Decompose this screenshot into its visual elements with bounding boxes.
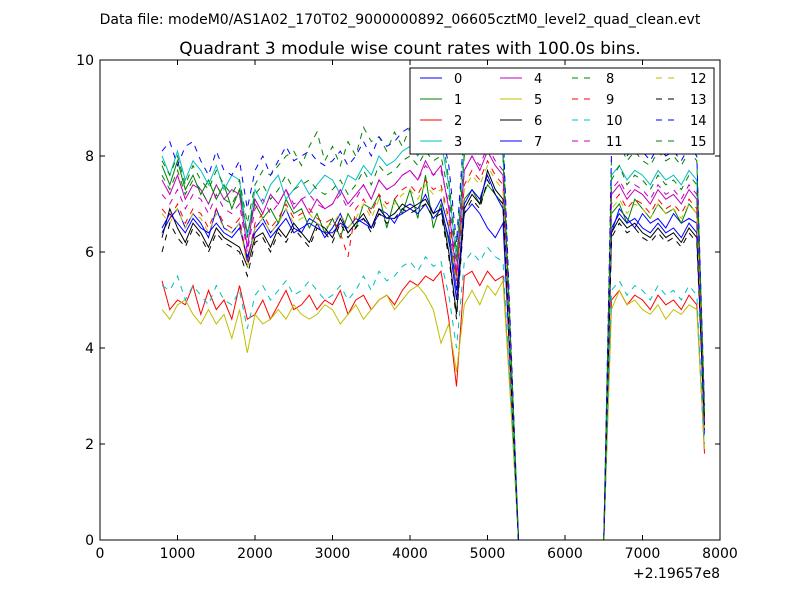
legend-label-13: 13 [690,93,707,108]
legend-label-10: 10 [606,114,623,129]
x-tick-label: 7000 [625,546,661,562]
series-line-6 [161,168,705,541]
legend-label-15: 15 [690,135,707,150]
series-line-13 [161,178,705,541]
legend-label-14: 14 [690,114,707,129]
y-tick-label: 4 [85,341,94,357]
y-tick-label: 0 [85,533,94,549]
legend-label-7: 7 [534,135,542,150]
legend-label-5: 5 [534,93,542,108]
legend-label-3: 3 [454,135,462,150]
x-tick-label: 2000 [237,546,273,562]
x-tick-label: 8000 [702,546,738,562]
series-line-5 [161,279,705,541]
suptitle: Data file: modeM0/AS1A02_170T02_90000008… [100,12,701,28]
legend-label-1: 1 [454,93,462,108]
x-tick-label: 1000 [160,546,196,562]
y-tick-label: 2 [85,437,94,453]
legend-label-4: 4 [534,72,542,87]
series-line-12 [161,164,705,541]
x-tick-label: 3000 [315,546,351,562]
y-tick-label: 6 [85,245,94,261]
legend-label-8: 8 [606,72,614,87]
series-line-11 [161,145,705,541]
y-tick-label: 8 [85,149,94,165]
legend-frame [409,67,715,155]
legend-label-0: 0 [454,72,462,87]
series-line-2 [161,270,705,541]
x-tick-label: 5000 [470,546,506,562]
legend-label-12: 12 [690,72,707,87]
legend-label-2: 2 [454,114,462,129]
legend-label-11: 11 [606,135,623,150]
chart-title: Quadrant 3 module wise count rates with … [179,39,640,59]
series-layer [161,106,705,541]
series-line-9 [161,159,705,541]
x-tick-label: 4000 [392,546,428,562]
x-offset-label: +2.19657e8 [633,566,720,582]
y-tick-label: 10 [76,53,94,69]
x-tick-label: 0 [96,546,105,562]
series-line-10 [161,246,705,541]
legend-label-6: 6 [534,114,542,129]
legend-label-9: 9 [606,93,614,108]
plot-frame [99,59,721,541]
x-tick-label: 6000 [547,546,583,562]
